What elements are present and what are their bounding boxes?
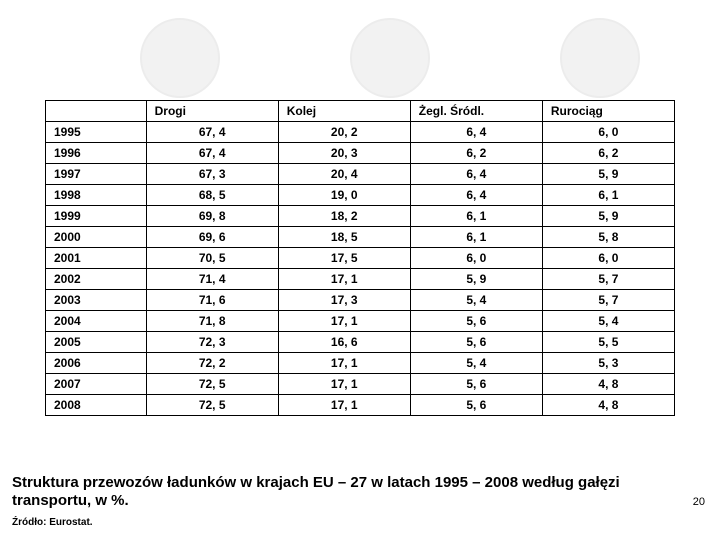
data-cell: 6, 2 (542, 143, 674, 164)
data-cell: 4, 8 (542, 395, 674, 416)
data-cell: 19, 0 (278, 185, 410, 206)
data-cell: 71, 4 (146, 269, 278, 290)
data-cell: 6, 4 (410, 185, 542, 206)
year-cell: 1995 (46, 122, 147, 143)
data-cell: 20, 4 (278, 164, 410, 185)
year-cell: 2007 (46, 374, 147, 395)
data-cell: 5, 6 (410, 332, 542, 353)
data-cell: 6, 4 (410, 164, 542, 185)
data-cell: 5, 6 (410, 311, 542, 332)
data-cell: 5, 9 (542, 206, 674, 227)
table-row: 200170, 517, 56, 06, 0 (46, 248, 675, 269)
data-cell: 5, 3 (542, 353, 674, 374)
header-rurociag: Rurociąg (542, 101, 674, 122)
table-row: 200271, 417, 15, 95, 7 (46, 269, 675, 290)
data-cell: 17, 3 (278, 290, 410, 311)
data-cell: 17, 1 (278, 269, 410, 290)
circle-decoration (560, 18, 640, 98)
table-row: 200371, 617, 35, 45, 7 (46, 290, 675, 311)
data-cell: 5, 6 (410, 395, 542, 416)
data-cell: 6, 1 (410, 206, 542, 227)
data-cell: 18, 5 (278, 227, 410, 248)
data-cell: 20, 3 (278, 143, 410, 164)
data-cell: 69, 6 (146, 227, 278, 248)
data-cell: 67, 4 (146, 143, 278, 164)
page-number: 20 (693, 496, 705, 508)
data-cell: 5, 7 (542, 269, 674, 290)
data-cell: 6, 4 (410, 122, 542, 143)
data-cell: 17, 1 (278, 311, 410, 332)
data-cell: 70, 5 (146, 248, 278, 269)
table-row: 199868, 519, 06, 46, 1 (46, 185, 675, 206)
data-cell: 17, 1 (278, 395, 410, 416)
source-text: Źródło: Eurostat. (12, 517, 93, 528)
table-container: Drogi Kolej Żegl. Śródl. Rurociąg 199567… (45, 100, 675, 416)
data-cell: 18, 2 (278, 206, 410, 227)
year-cell: 2008 (46, 395, 147, 416)
data-cell: 5, 7 (542, 290, 674, 311)
table-row: 200471, 817, 15, 65, 4 (46, 311, 675, 332)
data-cell: 6, 1 (410, 227, 542, 248)
year-cell: 2001 (46, 248, 147, 269)
data-cell: 72, 2 (146, 353, 278, 374)
data-cell: 6, 0 (542, 248, 674, 269)
data-cell: 5, 4 (410, 353, 542, 374)
table-caption: Struktura przewozów ładunków w krajach E… (12, 474, 680, 510)
year-cell: 2006 (46, 353, 147, 374)
year-cell: 2005 (46, 332, 147, 353)
circle-decoration (350, 18, 430, 98)
table-header-row: Drogi Kolej Żegl. Śródl. Rurociąg (46, 101, 675, 122)
table-row: 200069, 618, 56, 15, 8 (46, 227, 675, 248)
table-row: 200572, 316, 65, 65, 5 (46, 332, 675, 353)
circle-decoration (140, 18, 220, 98)
data-cell: 20, 2 (278, 122, 410, 143)
table-row: 200872, 517, 15, 64, 8 (46, 395, 675, 416)
data-cell: 72, 5 (146, 395, 278, 416)
table-row: 200672, 217, 15, 45, 3 (46, 353, 675, 374)
year-cell: 1999 (46, 206, 147, 227)
header-empty (46, 101, 147, 122)
table-row: 199969, 818, 26, 15, 9 (46, 206, 675, 227)
data-cell: 6, 0 (410, 248, 542, 269)
data-cell: 6, 2 (410, 143, 542, 164)
year-cell: 1996 (46, 143, 147, 164)
data-cell: 5, 9 (410, 269, 542, 290)
data-cell: 17, 1 (278, 374, 410, 395)
data-cell: 17, 1 (278, 353, 410, 374)
data-cell: 6, 0 (542, 122, 674, 143)
data-cell: 4, 8 (542, 374, 674, 395)
year-cell: 1997 (46, 164, 147, 185)
data-cell: 68, 5 (146, 185, 278, 206)
table-row: 199567, 420, 26, 46, 0 (46, 122, 675, 143)
data-cell: 71, 8 (146, 311, 278, 332)
table-row: 199767, 320, 46, 45, 9 (46, 164, 675, 185)
data-cell: 16, 6 (278, 332, 410, 353)
header-kolej: Kolej (278, 101, 410, 122)
year-cell: 2004 (46, 311, 147, 332)
data-cell: 5, 4 (542, 311, 674, 332)
data-cell: 5, 6 (410, 374, 542, 395)
year-cell: 2002 (46, 269, 147, 290)
decorative-circles (140, 18, 640, 98)
data-cell: 5, 4 (410, 290, 542, 311)
table-row: 199667, 420, 36, 26, 2 (46, 143, 675, 164)
data-cell: 5, 9 (542, 164, 674, 185)
data-cell: 5, 5 (542, 332, 674, 353)
year-cell: 1998 (46, 185, 147, 206)
data-cell: 5, 8 (542, 227, 674, 248)
data-cell: 67, 4 (146, 122, 278, 143)
data-cell: 6, 1 (542, 185, 674, 206)
header-drogi: Drogi (146, 101, 278, 122)
year-cell: 2000 (46, 227, 147, 248)
data-cell: 17, 5 (278, 248, 410, 269)
year-cell: 2003 (46, 290, 147, 311)
data-cell: 72, 3 (146, 332, 278, 353)
header-zegl: Żegl. Śródl. (410, 101, 542, 122)
data-cell: 72, 5 (146, 374, 278, 395)
data-cell: 71, 6 (146, 290, 278, 311)
data-cell: 69, 8 (146, 206, 278, 227)
data-table: Drogi Kolej Żegl. Śródl. Rurociąg 199567… (45, 100, 675, 416)
data-cell: 67, 3 (146, 164, 278, 185)
table-row: 200772, 517, 15, 64, 8 (46, 374, 675, 395)
